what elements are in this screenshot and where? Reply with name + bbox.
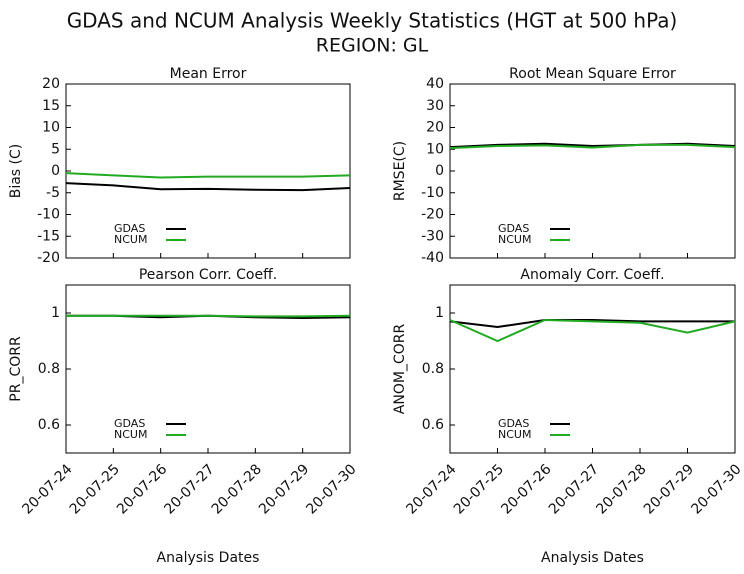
x-tick-label: 20-07-30 [303,461,359,517]
data-line [449,319,735,329]
x-tick-label: 20-07-24 [19,461,75,517]
figure-subtitle: REGION: GL [316,35,429,57]
x-tick-label: 20-07-29 [256,461,312,517]
y-axis-label: RMSE(C) [392,141,408,201]
x-tick-label: 20-07-26 [498,461,554,517]
y-tick-label: 15 [42,98,60,114]
data-line [449,143,736,150]
y-tick-label: -10 [421,185,444,201]
y-tick-label: 0 [51,163,60,179]
data-line [449,318,736,343]
y-axis-label: ANOM_CORR [392,324,408,415]
x-tick-label: 20-07-28 [209,461,265,517]
plot-frame [449,83,736,259]
y-tick-label: 10 [426,141,444,157]
x-tick-label: 20-07-30 [688,461,744,517]
data-line [66,314,351,318]
y-axis-label: Bias (C) [8,144,24,199]
y-tick-label: -10 [37,207,60,223]
plot-frame [449,284,736,454]
y-tick-label: -20 [421,207,444,223]
figure-title: GDAS and NCUM Analysis Weekly Statistics… [67,9,678,33]
legend-label: NCUM [498,428,531,441]
plot-frame [65,284,351,454]
data-line [65,172,351,179]
x-tick-label: 20-07-27 [546,461,602,517]
x-tick-label: 20-07-25 [67,461,123,517]
panel-title: Mean Error [170,66,247,82]
panel-title: Root Mean Square Error [509,66,676,82]
legend-label: GDAS [114,222,145,235]
y-tick-label: -20 [37,250,60,266]
y-tick-label: 10 [42,120,60,136]
y-tick-label: 0.8 [38,361,60,377]
x-tick-label: 20-07-26 [114,461,170,517]
x-tick-label: 20-07-24 [403,461,459,517]
y-tick-label: 0.8 [422,361,444,377]
y-tick-label: 0 [435,163,444,179]
x-tick-label: 20-07-29 [641,461,697,517]
legend-label: GDAS [498,417,529,430]
x-axis-label: Analysis Dates [541,550,644,566]
y-tick-label: 40 [426,76,444,92]
y-tick-label: 30 [426,98,444,114]
legend-label: GDAS [498,222,529,235]
data-line [65,182,351,192]
x-tick-label: 20-07-28 [593,461,649,517]
legend-label: NCUM [114,428,147,441]
legend-label: NCUM [498,233,531,246]
x-tick-label: 20-07-25 [451,461,507,517]
y-tick-label: 5 [51,141,60,157]
panel-title: Pearson Corr. Coeff. [139,267,277,283]
y-tick-label: 0.6 [38,417,60,433]
y-tick-label: -40 [421,250,444,266]
x-axis-label: Analysis Dates [157,550,260,566]
plot-frame [65,83,351,259]
data-line [449,142,736,149]
y-axis-label: PR_CORR [8,336,24,402]
y-tick-label: 0.6 [422,417,444,433]
x-tick-label: 20-07-27 [161,461,217,517]
y-tick-label: 1 [435,305,444,321]
y-tick-label: 1 [51,305,60,321]
y-tick-label: -5 [46,185,60,201]
panel-title: Anomaly Corr. Coeff. [520,267,664,283]
legend-label: NCUM [114,233,147,246]
y-tick-label: -15 [37,228,60,244]
y-tick-label: 20 [42,76,60,92]
y-tick-label: -30 [421,228,444,244]
y-tick-label: 20 [426,120,444,136]
legend-label: GDAS [114,417,145,430]
